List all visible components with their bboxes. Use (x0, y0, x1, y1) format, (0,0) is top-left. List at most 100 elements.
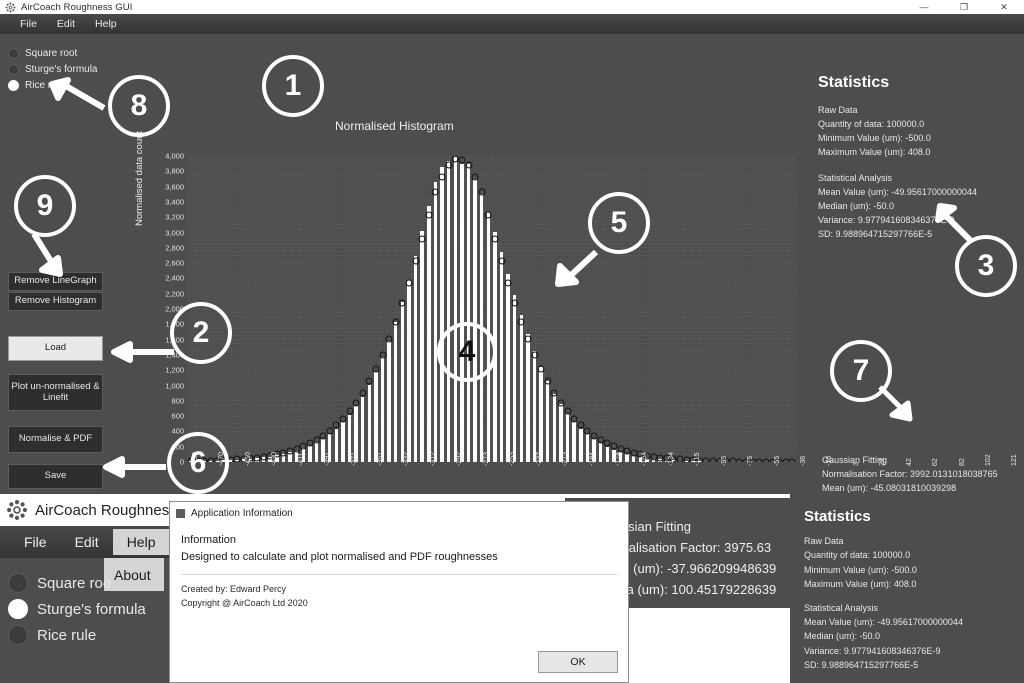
main-menubar: File Edit Help (0, 14, 1024, 34)
menu-item-edit[interactable]: Edit (74, 534, 99, 550)
save-button[interactable]: Save (8, 464, 103, 489)
histogram-bar (367, 385, 372, 462)
gaussian-fit-marker (431, 188, 439, 196)
menu-item-file[interactable]: File (24, 534, 47, 550)
menu-item-help[interactable]: Help (95, 18, 117, 30)
radio-dot-icon (8, 625, 28, 645)
histogram-bar (341, 422, 345, 462)
gaussian-fit-marker (425, 211, 433, 219)
histogram-bar (361, 396, 365, 462)
plot-unnormalised-linefit-button[interactable]: Plot un-normalised & Linefit (8, 374, 103, 411)
histogram-bar (453, 156, 457, 462)
gaussian-fit-marker (689, 456, 697, 462)
second-window-title: AirCoach Roughness (35, 501, 177, 519)
dialog-title: Application Information (191, 507, 293, 519)
gaussian-fit-marker (365, 377, 373, 385)
close-icon[interactable]: ✕ (1000, 1, 1008, 12)
gaussian-fit-marker (484, 211, 492, 219)
radio-rice-rule[interactable]: Rice rule (8, 78, 98, 93)
histogram-bar (466, 163, 471, 462)
callout-2: 2 (170, 302, 232, 364)
histogram-bar (572, 421, 576, 462)
gaussian-fit-marker (537, 365, 545, 373)
radio-dot-selected-icon (8, 80, 19, 91)
histogram-bar (374, 371, 378, 462)
dialog-window-icon (176, 508, 185, 518)
radio-square-root[interactable]: Square roo (8, 570, 146, 596)
x-axis-tick-label: -75 (747, 455, 755, 466)
raw-data-heading: Raw Data (818, 105, 858, 115)
gaussian-fit-marker (524, 335, 532, 343)
x-axis-tick-label: -430 (271, 451, 279, 466)
bottom-quantity-of-data-value: Quantity of data: 100000.0 (804, 550, 911, 561)
x-axis-tick-label: -55 (773, 455, 781, 466)
gaussian-fit-marker (286, 447, 294, 455)
bottom-maximum-value: Maximum Value (um): 408.0 (804, 579, 917, 590)
dialog-body-text: Designed to calculate and plot normalise… (181, 550, 498, 563)
histogram-bar (552, 393, 557, 462)
y-axis-tick-label: 3,400 (165, 197, 184, 207)
x-axis-tick-label: -233 (535, 451, 543, 466)
gaussian-fit-marker (438, 173, 446, 181)
help-dropdown-menu: About (104, 558, 164, 591)
gaussian-fit-marker (656, 454, 664, 461)
histogram-bar (394, 322, 398, 462)
bottom-gaussian-mean-value: Mean (um): -37.966209948639 (597, 561, 777, 577)
histogram-bar (499, 252, 504, 462)
menu-item-help[interactable]: Help (112, 529, 170, 555)
radio-square-root[interactable]: Square root (8, 46, 98, 61)
gaussian-fit-marker (319, 432, 327, 440)
normalise-pdf-button[interactable]: Normalise & PDF (8, 426, 103, 453)
gaussian-fit-marker (617, 445, 625, 453)
gaussian-fit-marker (498, 257, 506, 265)
chart-gridlines (188, 156, 796, 462)
minimize-icon[interactable]: — (919, 2, 929, 12)
histogram-bar (539, 367, 543, 462)
gaussian-fit-marker (722, 457, 730, 462)
gaussian-fit-marker (716, 457, 724, 462)
gaussian-fit-marker (253, 454, 261, 461)
maximize-icon[interactable]: ❐ (959, 1, 969, 12)
histogram-bar (631, 455, 636, 462)
gaussian-fit-marker (359, 389, 367, 397)
menu-item-file[interactable]: File (20, 18, 37, 30)
radio-rice-rule[interactable]: Rice rule (8, 622, 146, 648)
second-window-radio-group: Square roo Sturge's formula Rice rule (8, 570, 146, 648)
y-axis-tick-label: 4,000 (165, 151, 184, 161)
gaussian-fit-marker (379, 351, 387, 359)
y-axis-tick-label: 2,600 (165, 258, 184, 268)
gaussian-fit-marker (531, 351, 539, 359)
sd-value: SD: 9.988964715297766E-5 (818, 228, 933, 239)
load-button[interactable]: Load (8, 336, 103, 361)
x-axis-tick-label: -273 (482, 451, 490, 466)
dialog-copyright: Copyright @ AirCoach Ltd 2020 (181, 597, 308, 608)
y-axis-tick-label: 3,200 (165, 212, 184, 222)
dialog-created-by: Created by: Edward Percy (181, 584, 287, 594)
histogram-bar (605, 446, 609, 462)
callout-7-arrow (878, 385, 920, 427)
x-axis-tick-label: -391 (324, 451, 332, 466)
histogram-bar (651, 458, 656, 462)
x-axis-tick-label: -351 (377, 451, 385, 466)
menu-item-about[interactable]: About (114, 566, 151, 583)
y-axis-tick-label: 400 (171, 426, 184, 436)
radio-sturges-formula[interactable]: Sturge's formula (8, 62, 98, 77)
gaussian-fit-marker (240, 455, 248, 462)
dialog-heading: Information (181, 534, 237, 546)
app-gear-icon (6, 499, 28, 521)
y-axis-tick-label: 1,400 (165, 350, 184, 360)
histogram-chart: Normalised Histogram Normalised data cou… (130, 74, 1018, 519)
gaussian-fit-marker (663, 454, 671, 462)
callout-9: 9 (14, 175, 76, 237)
x-axis-tick-label: -134 (667, 451, 675, 466)
gaussian-fit-marker (636, 450, 644, 458)
histogram-bar (314, 442, 319, 462)
bottom-statistical-analysis-heading: Statistical Analysis (804, 602, 879, 613)
menu-item-edit[interactable]: Edit (56, 18, 76, 30)
remove-histogram-button[interactable]: Remove Histogram (8, 292, 103, 311)
gaussian-fit-marker (570, 415, 578, 423)
gaussian-mean-value: Mean (um): -45.08031810039298 (822, 482, 957, 493)
dialog-ok-button[interactable]: OK (538, 651, 618, 673)
radio-sturges-formula[interactable]: Sturge's formula (8, 596, 146, 622)
histogram-bar (513, 294, 517, 462)
